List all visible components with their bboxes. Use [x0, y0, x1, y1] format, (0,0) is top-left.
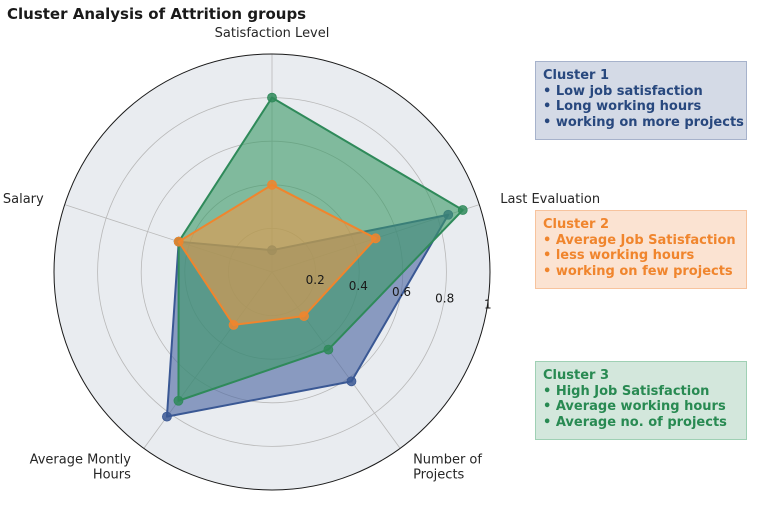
- axis-label: Salary: [3, 192, 44, 207]
- cluster-1-title: Cluster 1: [543, 68, 610, 83]
- axis-label: Number of Projects: [413, 453, 482, 483]
- axis-label: Average Montly Hours: [30, 453, 132, 483]
- cluster-1-line-1: • Low job satisfaction: [543, 83, 703, 99]
- cluster-1-box: Cluster 1 • Low job satisfaction • Long …: [535, 61, 747, 140]
- series-3-point: [173, 236, 184, 247]
- cluster-3-box: Cluster 3 • High Job Satisfaction • Aver…: [535, 361, 747, 440]
- cluster-3-line-3: • Average no. of projects: [543, 414, 727, 430]
- chart-title: Cluster Analysis of Attrition groups: [7, 5, 306, 23]
- outer-circle: [53, 53, 491, 491]
- radial-tick-label: 1: [484, 297, 492, 311]
- cluster-3-title: Cluster 3: [543, 368, 610, 383]
- cluster-2-line-2: • less working hours: [543, 248, 695, 263]
- series-2-point: [323, 344, 334, 355]
- series-2-point: [457, 205, 468, 215]
- axis-label: Satisfaction Level: [215, 26, 330, 41]
- radial-tick-label: 0.4: [349, 279, 368, 293]
- series-3-point: [299, 311, 309, 321]
- series-2-point: [267, 92, 277, 103]
- series-3-area: [177, 183, 377, 326]
- cluster-1-line-2: • Long working hours: [543, 99, 702, 114]
- axis-label: Last Evaluation: [500, 192, 600, 207]
- cluster-3-line-1: • High Job Satisfaction: [543, 383, 710, 399]
- cluster-2-title: Cluster 2: [543, 217, 610, 232]
- cluster-2-line-3: • working on few projects: [543, 263, 733, 279]
- radial-tick-label: 0.8: [435, 291, 454, 305]
- cluster-3-line-2: • Average working hours: [543, 399, 726, 414]
- series-1-point: [162, 411, 172, 422]
- radial-tick-label: 0.2: [306, 273, 325, 287]
- cluster-1-line-3: • working on more projects: [543, 114, 744, 130]
- series-2-point: [173, 395, 184, 406]
- series-3-point: [267, 179, 277, 190]
- plot-area: 0.2 0.4 0.6 0.8 1 Satisfaction Level Last Eval…: [3, 26, 600, 491]
- cluster-2-box: Cluster 2 • Average Job Satisfaction • l…: [535, 210, 747, 289]
- series-1-point: [346, 376, 357, 387]
- cluster-2-line-1: • Average Job Satisfaction: [543, 232, 736, 248]
- series-3-point: [228, 320, 239, 330]
- radial-tick-label: 0.6: [392, 285, 411, 299]
- series-3-point: [370, 233, 381, 244]
